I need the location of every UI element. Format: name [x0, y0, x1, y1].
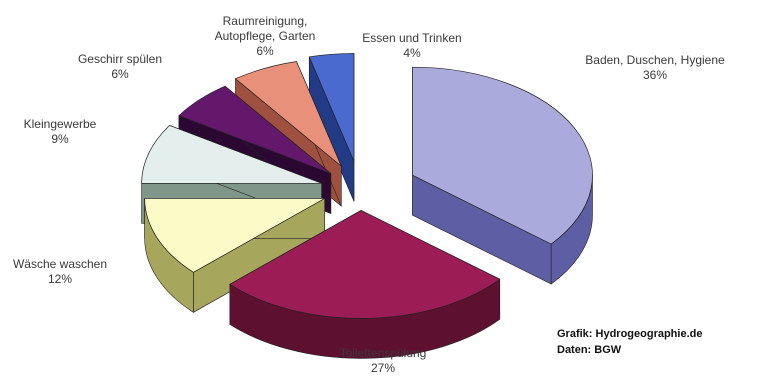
label-baden-value: 36% — [643, 68, 667, 82]
pie-tops — [141, 53, 593, 319]
label-essen-name: Essen und Trinken — [362, 31, 461, 45]
slice-raumreinigung — [234, 61, 342, 167]
label-waesche-value: 12% — [48, 272, 72, 286]
credit-data-source: Daten: BGW — [557, 344, 622, 356]
label-geschirr-value: 6% — [111, 67, 129, 81]
label-raumreinigung: Raumreinigung, Autopflege, Garten 6% — [215, 14, 316, 58]
slice-baden — [412, 66, 593, 245]
label-waesche-name: Wäsche waschen — [13, 257, 107, 271]
label-geschirr-name: Geschirr spülen — [78, 52, 162, 66]
label-baden-name: Baden, Duschen, Hygiene — [585, 53, 725, 67]
label-kleingewerbe-name: Kleingewerbe — [24, 117, 97, 131]
label-waesche: Wäsche waschen 12% — [13, 257, 107, 286]
label-raumreinigung-value: 6% — [256, 44, 274, 58]
credit-graphic: Grafik: Hydrogeographie.de — [557, 328, 702, 340]
label-toilette: Toilettenspülung 27% — [340, 346, 427, 375]
slice-toilette — [229, 209, 501, 319]
label-baden: Baden, Duschen, Hygiene 36% — [585, 53, 725, 82]
pie-labels: Baden, Duschen, Hygiene 36% Toilettenspülu… — [13, 14, 725, 375]
label-essen: Essen und Trinken 4% — [362, 31, 461, 60]
slice-essen — [308, 53, 355, 162]
label-kleingewerbe: Kleingewerbe 9% — [24, 117, 97, 146]
label-raumreinigung-name: Autopflege, Garten — [215, 29, 316, 43]
label-raumreinigung-name: Raumreinigung, — [223, 14, 308, 28]
label-toilette-name: Toilettenspülung — [340, 346, 427, 360]
label-toilette-value: 27% — [371, 361, 395, 375]
slice-geschirr — [178, 85, 332, 174]
label-essen-value: 4% — [403, 46, 421, 60]
label-geschirr: Geschirr spülen 6% — [78, 52, 162, 81]
slice-kleingewerbe — [141, 125, 322, 184]
slice-waesche — [144, 198, 327, 273]
label-kleingewerbe-value: 9% — [51, 132, 69, 146]
